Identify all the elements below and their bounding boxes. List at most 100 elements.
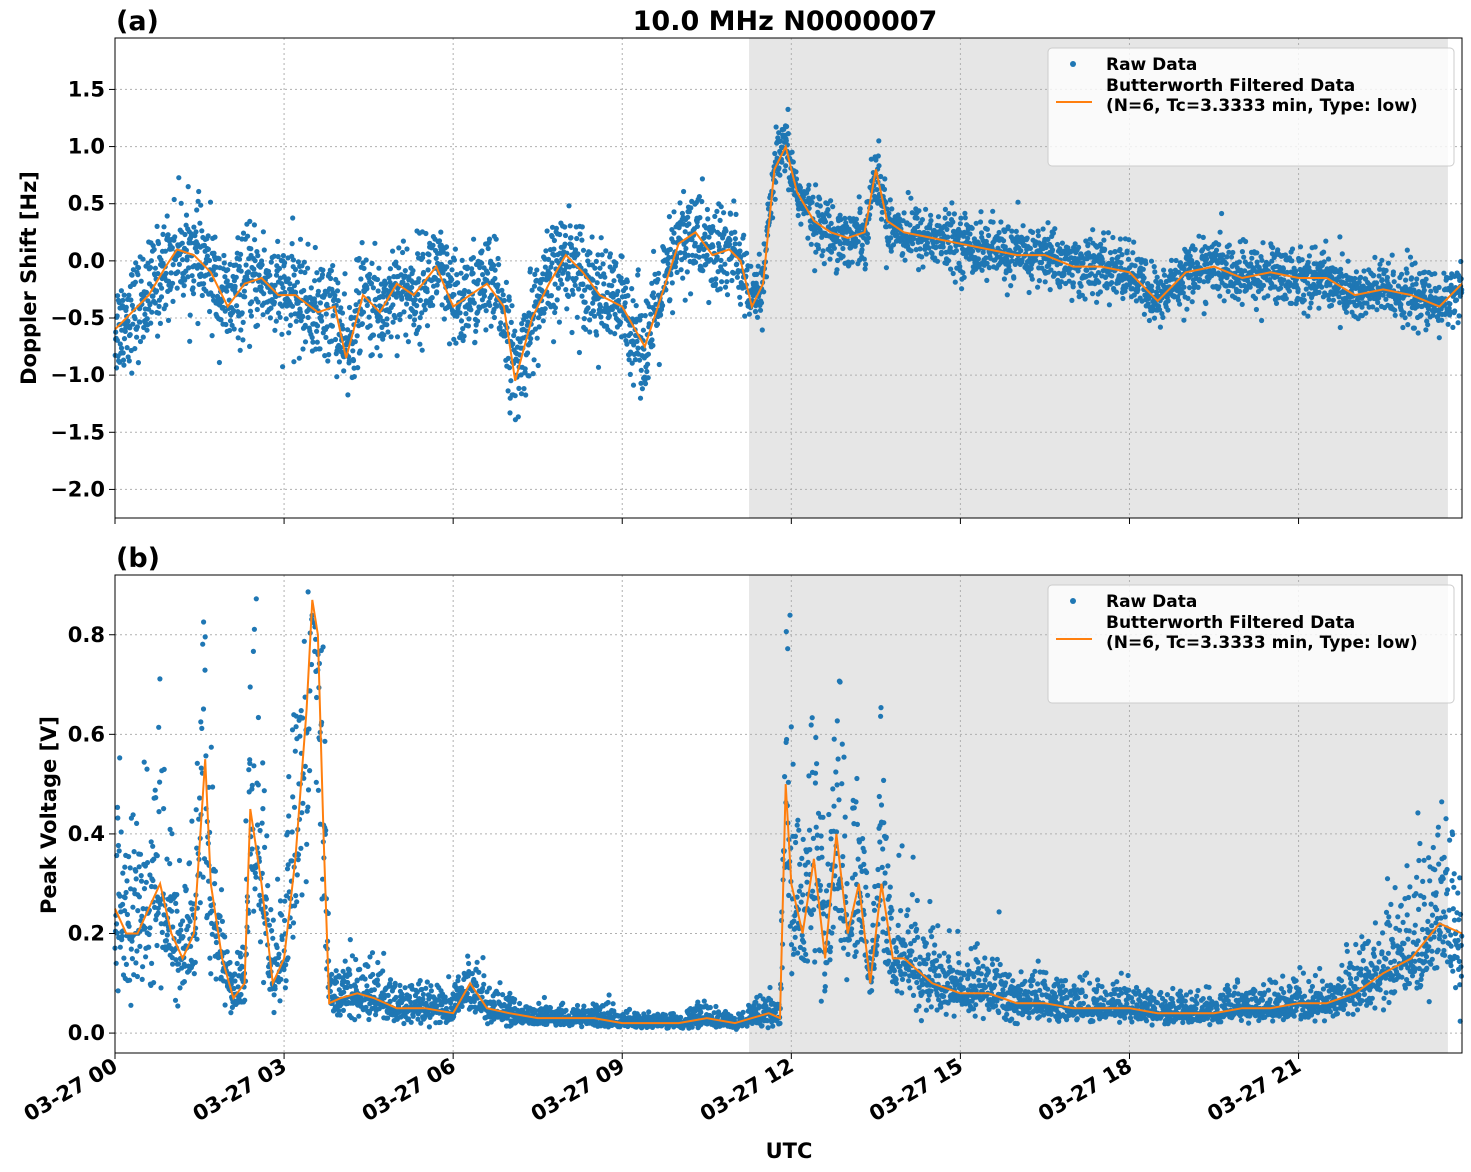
raw-point (1247, 284, 1253, 290)
raw-point (151, 246, 157, 253)
raw-point (1011, 275, 1017, 281)
raw-point (232, 283, 238, 289)
raw-point (153, 795, 159, 801)
raw-point (227, 327, 233, 334)
raw-point (251, 222, 257, 228)
raw-point (323, 311, 329, 317)
raw-point (147, 925, 153, 931)
raw-point (1293, 268, 1299, 274)
raw-point (486, 236, 493, 242)
raw-point (1057, 284, 1063, 290)
raw-point (924, 240, 931, 246)
raw-point (777, 172, 783, 178)
raw-point (261, 979, 267, 986)
raw-point (424, 289, 430, 295)
raw-point (1217, 293, 1223, 299)
raw-point (503, 279, 509, 285)
raw-point (1058, 279, 1064, 285)
raw-point (859, 242, 865, 248)
raw-point (1141, 275, 1147, 281)
raw-point (1185, 295, 1191, 301)
raw-point (290, 257, 296, 263)
raw-point (143, 879, 149, 885)
raw-point (949, 200, 955, 206)
raw-point (211, 250, 217, 256)
raw-point (304, 841, 310, 847)
raw-point (200, 641, 206, 647)
raw-point (117, 755, 123, 761)
raw-point (639, 313, 645, 319)
raw-point (1187, 253, 1193, 259)
raw-point (1045, 220, 1051, 226)
raw-point (1280, 266, 1286, 272)
raw-point (320, 267, 326, 273)
raw-point (1125, 256, 1132, 262)
raw-point (697, 215, 703, 221)
raw-point (335, 280, 341, 286)
raw-point (457, 334, 463, 341)
raw-point (562, 224, 568, 230)
raw-point (230, 307, 237, 314)
raw-point (1028, 265, 1034, 272)
raw-point (830, 204, 836, 210)
raw-point (510, 341, 516, 347)
raw-point (859, 247, 865, 253)
raw-point (449, 276, 455, 283)
raw-point (630, 298, 636, 304)
raw-point (632, 357, 639, 363)
raw-point (336, 359, 342, 365)
raw-point (1216, 284, 1222, 290)
raw-point (298, 845, 304, 851)
raw-point (425, 267, 431, 273)
raw-point (144, 766, 150, 772)
raw-point (197, 795, 203, 801)
raw-point (156, 303, 162, 309)
raw-point (263, 896, 269, 902)
raw-point (300, 346, 306, 352)
raw-point (957, 263, 963, 270)
raw-point (607, 251, 614, 257)
raw-point (430, 242, 436, 248)
raw-point (1409, 275, 1415, 281)
raw-point (548, 264, 554, 270)
raw-point (295, 300, 301, 306)
raw-point (222, 274, 228, 280)
raw-point (234, 960, 240, 967)
raw-point (235, 335, 241, 341)
raw-point (1115, 254, 1121, 260)
raw-point (290, 794, 296, 800)
raw-point (312, 299, 318, 305)
raw-point (426, 252, 432, 258)
raw-point (1001, 238, 1007, 244)
raw-point (139, 976, 145, 983)
raw-point (262, 844, 268, 851)
raw-point (625, 293, 631, 299)
raw-point (630, 382, 637, 388)
raw-point (298, 708, 304, 714)
raw-point (694, 223, 701, 229)
raw-point (681, 188, 687, 195)
raw-point (666, 214, 673, 220)
raw-point (1374, 307, 1380, 313)
raw-point (1423, 327, 1429, 333)
panel-b-label: (b) (116, 543, 160, 574)
raw-point (216, 256, 222, 262)
raw-point (241, 288, 247, 294)
raw-point (341, 368, 347, 374)
raw-point (624, 279, 630, 285)
raw-point (589, 234, 595, 240)
raw-point (564, 306, 570, 312)
raw-point (190, 291, 197, 297)
raw-point (1118, 260, 1124, 266)
raw-point (861, 256, 867, 262)
raw-point (785, 106, 791, 112)
raw-point (902, 257, 908, 263)
raw-point (579, 293, 585, 299)
raw-point (248, 246, 254, 252)
raw-point (1321, 249, 1327, 255)
raw-point (618, 275, 624, 281)
raw-point (1220, 252, 1226, 258)
raw-point (479, 260, 485, 266)
raw-point (318, 313, 324, 319)
raw-point (1456, 313, 1462, 319)
